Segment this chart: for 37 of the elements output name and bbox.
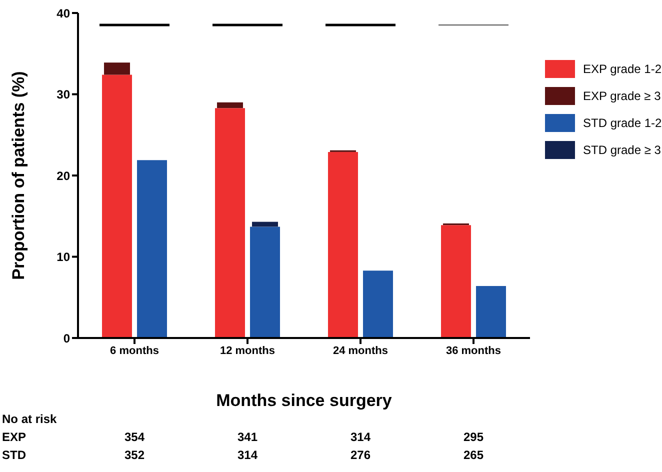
y-axis-title: Proportion of patients (%) bbox=[9, 71, 28, 280]
text: EXP bbox=[2, 430, 26, 444]
text: 276 bbox=[349, 448, 372, 462]
bar bbox=[137, 160, 167, 338]
bar bbox=[104, 62, 130, 75]
bar bbox=[328, 152, 358, 338]
y-tick-label: 30 bbox=[56, 88, 70, 102]
text: 314 bbox=[349, 430, 372, 444]
text: 352 bbox=[123, 448, 146, 462]
text: 314 bbox=[236, 448, 259, 462]
bar bbox=[215, 108, 245, 338]
y-tick-label: 0 bbox=[63, 331, 70, 346]
legend-label: STD grade 1-2 bbox=[583, 116, 662, 130]
text: STD bbox=[2, 448, 26, 462]
x-tick-label: 12 months bbox=[220, 344, 276, 357]
legend-label: EXP grade 1-2 bbox=[583, 62, 662, 76]
y-tick-label: 20 bbox=[56, 168, 70, 183]
bar bbox=[441, 225, 471, 338]
bar bbox=[252, 222, 278, 227]
bar bbox=[217, 102, 243, 108]
text: 265 bbox=[462, 448, 485, 462]
bar bbox=[476, 286, 506, 338]
text: 295 bbox=[462, 430, 485, 444]
x-tick-label: 24 months bbox=[332, 344, 388, 357]
y-tick-label: 10 bbox=[56, 250, 70, 264]
text: No at risk bbox=[2, 412, 57, 426]
text: 354 bbox=[123, 430, 146, 444]
bar bbox=[363, 270, 393, 338]
x-axis-title: Months since surgery bbox=[216, 391, 392, 410]
legend-label: EXP grade ≥ 3 bbox=[583, 88, 661, 102]
x-tick-label: 36 months bbox=[446, 344, 502, 357]
y-tick-label: 40 bbox=[56, 6, 70, 20]
bar bbox=[250, 226, 280, 338]
text: 341 bbox=[236, 430, 259, 444]
legend-label: STD grade ≥ 3 bbox=[583, 142, 661, 156]
x-tick-label: 6 months bbox=[110, 344, 159, 357]
bar bbox=[102, 74, 132, 338]
